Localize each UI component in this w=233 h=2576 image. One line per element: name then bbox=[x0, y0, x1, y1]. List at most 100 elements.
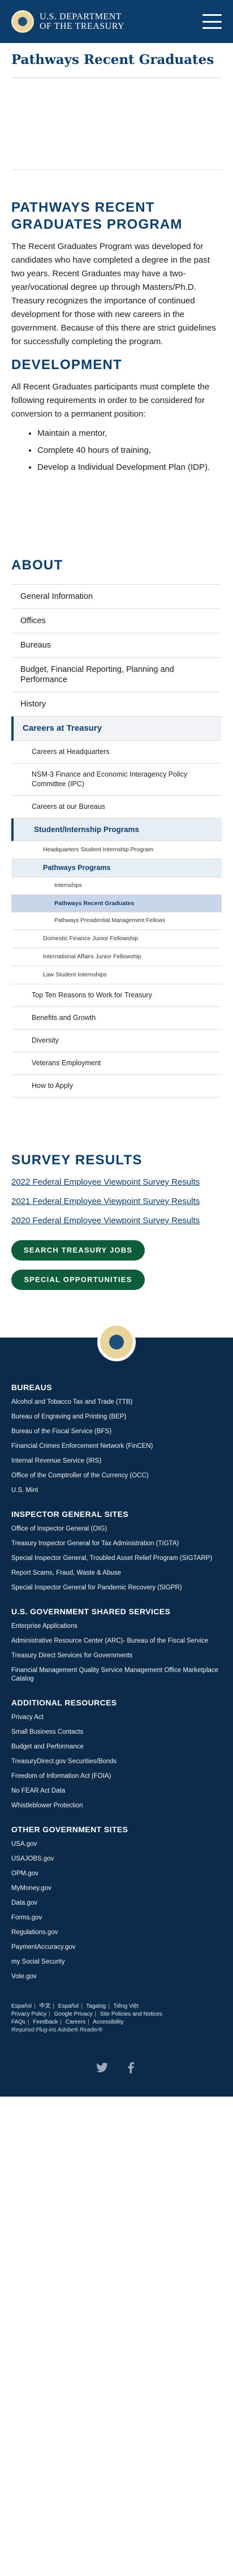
nav-domestic-finance-fellowship[interactable]: Domestic Finance Junior Fellowship bbox=[11, 930, 222, 948]
twitter-icon[interactable] bbox=[96, 2061, 109, 2074]
language-link[interactable]: Tagalog bbox=[86, 2003, 106, 2009]
requirements-list: Maintain a mentor, Complete 40 hours of … bbox=[37, 427, 222, 474]
nav-nsm3-ipc[interactable]: NSM-3 Finance and Economic Interagency P… bbox=[11, 764, 222, 796]
footer-link[interactable]: Special Inspector General for Pandemic R… bbox=[11, 1584, 182, 1591]
footer-link[interactable]: Small Business Contacts bbox=[11, 1729, 84, 1735]
footer-link[interactable]: Enterprise Applications bbox=[11, 1623, 77, 1630]
footer-link[interactable]: Data.gov bbox=[11, 1900, 38, 1906]
footer-link[interactable]: PaymentAccuracy.gov bbox=[11, 1944, 76, 1951]
footer-link[interactable]: Forms.gov bbox=[11, 1914, 42, 1921]
program-heading: PATHWAYS RECENT GRADUATES PROGRAM bbox=[11, 200, 183, 232]
nav-general-information[interactable]: General Information bbox=[11, 585, 222, 609]
treasury-seal-icon bbox=[97, 1323, 136, 1361]
footer-ig-list: Office of Inspector General (OIG) Treasu… bbox=[11, 1525, 222, 1592]
footer-shared-heading: U.S. GOVERNMENT SHARED SERVICES bbox=[11, 1607, 171, 1616]
nav-pathways-programs[interactable]: Pathways Programs bbox=[11, 859, 222, 877]
development-heading: DEVELOPMENT bbox=[11, 357, 122, 372]
footer-link[interactable]: Administrative Resource Center (ARC)- Bu… bbox=[11, 1638, 209, 1644]
nav-careers-at-bureaus[interactable]: Careers at our Bureaus bbox=[11, 796, 222, 818]
nav-benefits-growth[interactable]: Benefits and Growth bbox=[11, 1007, 222, 1030]
survey-link-2022[interactable]: 2022 Federal Employee Viewpoint Survey R… bbox=[11, 1177, 200, 1187]
legal-link[interactable]: Careers bbox=[65, 2019, 86, 2025]
legal-links-row-2: FAQs | Feedback | Careers | Accessibility bbox=[11, 2018, 222, 2026]
footer-link[interactable]: USAJOBS.gov bbox=[11, 1855, 54, 1862]
legal-link[interactable]: Google Privacy bbox=[54, 2011, 93, 2017]
footer-link[interactable]: Regulations.gov bbox=[11, 1929, 58, 1936]
footer-link[interactable]: No FEAR Act Data bbox=[11, 1788, 66, 1794]
legal-link[interactable]: Privacy Policy bbox=[11, 2011, 47, 2017]
language-link[interactable]: 中文 bbox=[39, 2003, 51, 2009]
site-logo-link[interactable]: U.S. DEPARTMENT OF THE TREASURY bbox=[11, 10, 124, 33]
separator: | bbox=[94, 2011, 97, 2017]
footer-link[interactable]: Alcohol and Tobacco Tax and Trade (TTB) bbox=[11, 1399, 133, 1405]
hamburger-menu-icon[interactable] bbox=[202, 14, 222, 29]
nav-internships[interactable]: Internships bbox=[11, 877, 222, 895]
footer-link[interactable]: U.S. Mint bbox=[11, 1487, 38, 1494]
nav-history[interactable]: History bbox=[11, 692, 222, 717]
nav-pathways-pmf[interactable]: Pathways Presidential Management Fellows bbox=[11, 912, 222, 930]
language-link[interactable]: Español bbox=[58, 2003, 79, 2009]
footer-link[interactable]: USA.gov bbox=[11, 1841, 37, 1848]
footer-link[interactable]: Freedom of Information Act (FOIA) bbox=[11, 1773, 111, 1780]
page-title-wrap: Pathways Recent Graduates bbox=[0, 43, 233, 78]
menu-bar bbox=[202, 20, 222, 23]
list-item: Develop a Individual Development Plan (I… bbox=[37, 461, 222, 474]
legal-link[interactable]: FAQs bbox=[11, 2019, 26, 2025]
brand-line-1: U.S. DEPARTMENT bbox=[40, 12, 122, 22]
separator: | bbox=[53, 2003, 55, 2009]
legal-links-row-1: Privacy Policy | Google Privacy | Site Pol… bbox=[11, 2011, 222, 2018]
facebook-icon[interactable] bbox=[124, 2061, 137, 2074]
nav-diversity[interactable]: Diversity bbox=[11, 1030, 222, 1052]
footer-link[interactable]: my Social Security bbox=[11, 1958, 65, 1965]
footer-link[interactable]: TreasuryDirect.gov Securities/Bonds bbox=[11, 1758, 117, 1765]
footer-link[interactable]: Office of Inspector General (OIG) bbox=[11, 1525, 107, 1532]
footer-link[interactable]: Special Inspector General, Troubled Asse… bbox=[11, 1555, 213, 1562]
footer-link[interactable]: Office of the Comptroller of the Currenc… bbox=[11, 1472, 149, 1479]
nav-careers-at-headquarters[interactable]: Careers at Headquarters bbox=[11, 741, 222, 764]
nav-top-ten-reasons[interactable]: Top Ten Reasons to Work for Treasury bbox=[11, 984, 222, 1007]
footer-link[interactable]: Report Scams, Fraud, Waste & Abuse bbox=[11, 1570, 121, 1576]
search-treasury-jobs-button[interactable]: SEARCH TREASURY JOBS bbox=[11, 1240, 145, 1261]
legal-link[interactable]: Site Policies and Notices bbox=[100, 2011, 162, 2017]
nav-bureaus[interactable]: Bureaus bbox=[11, 633, 222, 658]
nav-pathways-recent-graduates[interactable]: Pathways Recent Graduates bbox=[11, 895, 222, 912]
legal-link[interactable]: Feedback bbox=[33, 2019, 58, 2025]
nav-law-student-internships[interactable]: Law Student Internships bbox=[11, 966, 222, 984]
nav-veterans-employment[interactable]: Veterans Employment bbox=[11, 1052, 222, 1075]
footer-shared-list: Enterprise Applications Administrative R… bbox=[11, 1622, 222, 1683]
survey-link-2021[interactable]: 2021 Federal Employee Viewpoint Survey R… bbox=[11, 1197, 200, 1206]
footer-link[interactable]: Privacy Act bbox=[11, 1714, 44, 1721]
footer-link[interactable]: Whistleblower Protection bbox=[11, 1802, 83, 1809]
nav-careers-at-treasury[interactable]: Careers at Treasury bbox=[11, 717, 222, 741]
legal-link[interactable]: Accessibility bbox=[93, 2019, 124, 2025]
nav-international-affairs-fellowship[interactable]: International Affairs Junior Fellowship bbox=[11, 948, 222, 966]
special-opportunities-button[interactable]: SPECIAL OPPORTUNITIES bbox=[11, 1270, 145, 1290]
footer-link[interactable]: Internal Revenue Service (IRS) bbox=[11, 1458, 102, 1464]
footer-link[interactable]: Budget and Performance bbox=[11, 1743, 84, 1750]
footer-link[interactable]: Treasury Inspector General for Tax Admin… bbox=[11, 1540, 179, 1547]
footer-link[interactable]: Financial Crimes Enforcement Network (Fi… bbox=[11, 1443, 153, 1450]
footer-link[interactable]: Vote.gov bbox=[11, 1973, 37, 1980]
footer-bureaus-list: Alcohol and Tobacco Tax and Trade (TTB) … bbox=[11, 1398, 222, 1495]
footer-additional-heading: ADDITIONAL RESOURCES bbox=[11, 1698, 117, 1707]
footer-link[interactable]: Financial Management Quality Service Man… bbox=[11, 1667, 219, 1682]
footer-link[interactable]: Bureau of the Fiscal Service (BFS) bbox=[11, 1428, 112, 1435]
separator: | bbox=[108, 2003, 110, 2009]
survey-link-2020[interactable]: 2020 Federal Employee Viewpoint Survey R… bbox=[11, 1216, 200, 1225]
nav-offices[interactable]: Offices bbox=[11, 609, 222, 633]
language-link[interactable]: Tiếng Việt bbox=[113, 2003, 139, 2009]
nav-budget[interactable]: Budget, Financial Reporting, Planning an… bbox=[11, 658, 222, 692]
nav-hq-student-internship[interactable]: Headquarters Student Internship Program bbox=[11, 841, 222, 859]
nav-how-to-apply[interactable]: How to Apply bbox=[11, 1075, 222, 1098]
footer-link[interactable]: Treasury Direct Services for Governments bbox=[11, 1652, 133, 1659]
footer-link[interactable]: OPM.gov bbox=[11, 1870, 38, 1877]
nav-student-internship-programs[interactable]: Student/Internship Programs bbox=[11, 818, 222, 841]
social-links bbox=[11, 2061, 222, 2074]
required-plugins[interactable]: Required Plug-ins Adobe® Reader® bbox=[11, 2027, 103, 2033]
footer-other-heading: OTHER GOVERNMENT SITES bbox=[11, 1825, 128, 1834]
footer-link[interactable]: Bureau of Engraving and Printing (BEP) bbox=[11, 1413, 127, 1420]
language-link[interactable]: Español bbox=[11, 2003, 32, 2009]
site-name: U.S. DEPARTMENT OF THE TREASURY bbox=[40, 12, 124, 31]
program-body: The Recent Graduates Program was develop… bbox=[11, 242, 216, 346]
footer-link[interactable]: MyMoney.gov bbox=[11, 1885, 51, 1892]
